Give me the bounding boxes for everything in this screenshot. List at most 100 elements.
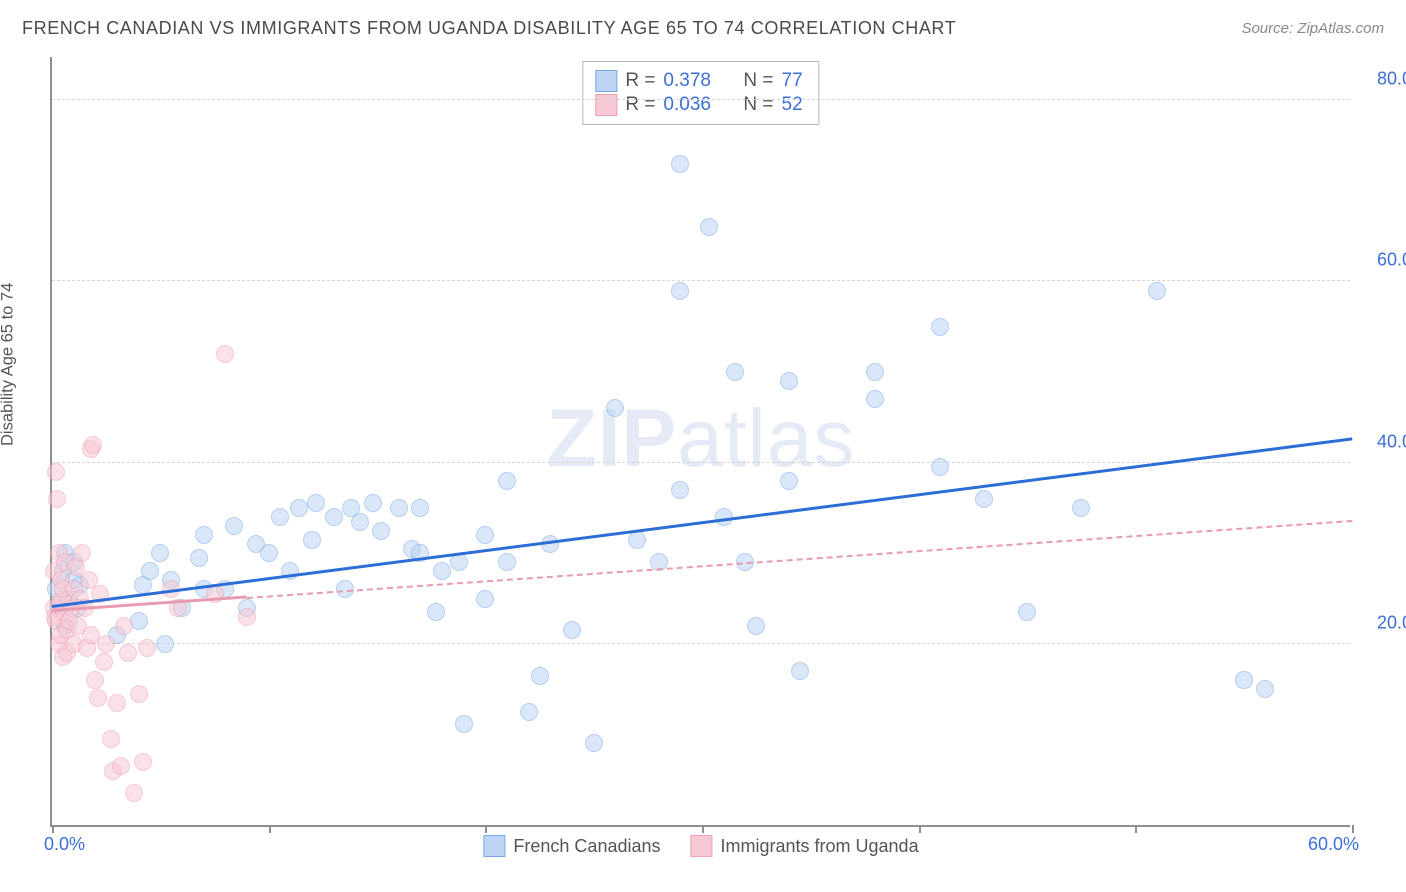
data-point	[520, 703, 538, 721]
data-point	[108, 694, 126, 712]
data-point	[216, 345, 234, 363]
data-point	[151, 544, 169, 562]
n-label: N =	[743, 94, 773, 116]
data-point	[455, 715, 473, 733]
data-point	[1235, 671, 1253, 689]
y-axis-label: Disability Age 65 to 74	[0, 283, 18, 446]
data-point	[190, 549, 208, 567]
data-point	[86, 671, 104, 689]
r-value: 0.378	[663, 70, 725, 92]
data-point	[780, 472, 798, 490]
gridline	[52, 99, 1350, 100]
data-point	[931, 458, 949, 476]
x-tick-mark	[1352, 825, 1354, 833]
data-point	[427, 603, 445, 621]
legend-label: Immigrants from Uganda	[721, 836, 919, 857]
data-point	[95, 653, 113, 671]
gridline	[52, 643, 1350, 644]
data-point	[563, 621, 581, 639]
data-point	[260, 544, 278, 562]
n-value: 52	[782, 94, 803, 116]
data-point	[780, 372, 798, 390]
r-label: R =	[625, 94, 655, 116]
y-tick-label: 20.0%	[1377, 612, 1406, 633]
legend-item: Immigrants from Uganda	[691, 835, 919, 857]
data-point	[390, 499, 408, 517]
scatter-plot: ZIPatlas R =0.378N =77R =0.036N =52 Fren…	[50, 57, 1350, 827]
data-point	[156, 635, 174, 653]
data-point	[866, 363, 884, 381]
data-point	[671, 155, 689, 173]
data-point	[307, 494, 325, 512]
watermark: ZIPatlas	[547, 392, 856, 486]
x-tick-mark	[485, 825, 487, 833]
data-point	[866, 390, 884, 408]
data-point	[606, 399, 624, 417]
data-point	[1256, 680, 1274, 698]
y-tick-label: 60.0%	[1377, 250, 1406, 271]
data-point	[125, 784, 143, 802]
data-point	[138, 639, 156, 657]
y-tick-label: 80.0%	[1377, 69, 1406, 90]
data-point	[130, 685, 148, 703]
data-point	[585, 734, 603, 752]
data-point	[747, 617, 765, 635]
data-point	[364, 494, 382, 512]
x-tick-mark	[269, 825, 271, 833]
data-point	[225, 517, 243, 535]
data-point	[84, 436, 102, 454]
data-point	[498, 553, 516, 571]
legend-item: French Canadians	[483, 835, 660, 857]
data-point	[325, 508, 343, 526]
data-point	[47, 463, 65, 481]
stats-row: R = 0.036 N = 52	[595, 94, 802, 116]
data-point	[303, 531, 321, 549]
data-point	[1148, 282, 1166, 300]
legend-label: French Canadians	[513, 836, 660, 857]
data-point	[531, 667, 549, 685]
y-tick-label: 40.0%	[1377, 431, 1406, 452]
n-value: 77	[782, 70, 803, 92]
data-point	[411, 499, 429, 517]
data-point	[119, 644, 137, 662]
data-point	[290, 499, 308, 517]
legend-swatch	[595, 70, 617, 92]
x-tick-mark	[919, 825, 921, 833]
data-point	[476, 590, 494, 608]
data-point	[433, 562, 451, 580]
data-point	[351, 513, 369, 531]
legend-swatch	[691, 835, 713, 857]
x-tick-mark	[52, 825, 54, 833]
data-point	[102, 730, 120, 748]
data-point	[791, 662, 809, 680]
legend-swatch	[595, 94, 617, 116]
data-point	[134, 753, 152, 771]
data-point	[73, 544, 91, 562]
n-label: N =	[743, 70, 773, 92]
data-point	[115, 617, 133, 635]
data-point	[112, 757, 130, 775]
data-point	[700, 218, 718, 236]
data-point	[48, 490, 66, 508]
data-point	[476, 526, 494, 544]
x-tick-label: 0.0%	[44, 834, 85, 855]
stats-legend-box: R = 0.378 N = 77 R = 0.036 N = 52	[582, 61, 819, 125]
source-label: Source: ZipAtlas.com	[1241, 20, 1384, 37]
data-point	[671, 282, 689, 300]
data-point	[726, 363, 744, 381]
data-point	[238, 608, 256, 626]
chart-title: FRENCH CANADIAN VS IMMIGRANTS FROM UGAND…	[22, 18, 956, 39]
data-point	[130, 612, 148, 630]
stats-row: R = 0.378 N = 77	[595, 70, 802, 92]
data-point	[498, 472, 516, 490]
data-point	[1072, 499, 1090, 517]
data-point	[975, 490, 993, 508]
data-point	[195, 526, 213, 544]
r-value: 0.036	[663, 94, 725, 116]
x-tick-mark	[702, 825, 704, 833]
x-tick-mark	[1135, 825, 1137, 833]
data-point	[931, 318, 949, 336]
data-point	[671, 481, 689, 499]
data-point	[97, 635, 115, 653]
r-label: R =	[625, 70, 655, 92]
